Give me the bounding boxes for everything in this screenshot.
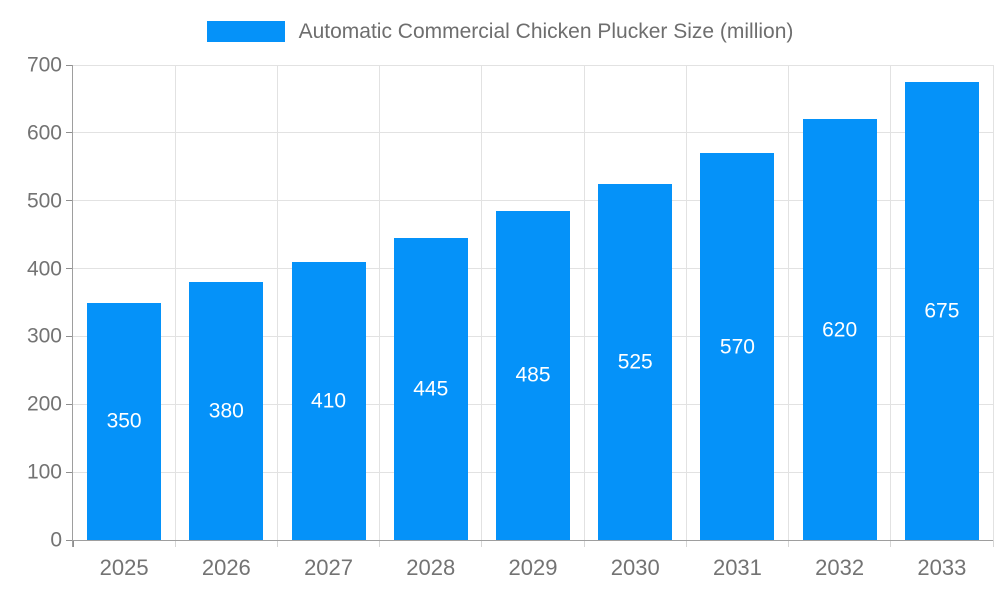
y-axis-tick [66, 471, 73, 473]
y-axis-tick [66, 200, 73, 202]
y-axis-tick [66, 539, 73, 541]
x-axis-tick-label: 2030 [610, 555, 660, 580]
bar-2027[interactable]: 410 [291, 261, 366, 540]
y-axis-tick-label: 300 [26, 324, 62, 348]
bar-2029[interactable]: 485 [496, 210, 570, 540]
bar-value-label: 620 [822, 318, 858, 342]
y-axis-tick-label: 200 [26, 392, 62, 416]
y-axis-tick-label: 600 [26, 121, 62, 145]
x-axis-tick-label: 2033 [917, 555, 967, 580]
gridline-vertical [583, 65, 585, 540]
legend-label: Automatic Commercial Chicken Plucker Siz… [298, 20, 794, 43]
y-axis-line [72, 65, 73, 547]
gridline-vertical [174, 65, 176, 540]
bar-value-label: 675 [924, 299, 960, 323]
y-axis-tick [66, 268, 73, 270]
gridline-vertical [788, 65, 790, 540]
x-axis-tick-label: 2031 [712, 555, 762, 580]
x-axis-tick [72, 540, 74, 547]
legend-swatch-icon [206, 21, 285, 42]
x-axis-tick-label: 2025 [99, 555, 149, 580]
bar-value-label: 380 [208, 399, 244, 423]
x-axis-tick [583, 540, 585, 547]
chart-legend[interactable]: Automatic Commercial Chicken Plucker Siz… [0, 21, 1000, 42]
bar-2031[interactable]: 570 [700, 153, 775, 540]
gridline-vertical [276, 65, 278, 540]
bar-2025[interactable]: 350 [87, 302, 162, 540]
y-axis-tick-label: 0 [50, 528, 62, 552]
x-axis-tick [685, 540, 687, 547]
x-axis-tick-label: 2027 [304, 555, 354, 580]
bar-value-label: 525 [617, 350, 653, 374]
x-axis-tick-label: 2029 [508, 555, 558, 580]
gridline-vertical [992, 65, 994, 540]
gridline-vertical [890, 65, 892, 540]
bar-value-label: 350 [106, 409, 142, 433]
bar-value-label: 485 [515, 363, 551, 387]
y-axis-tick [66, 64, 73, 66]
y-axis-tick [66, 335, 73, 337]
bar-2026[interactable]: 380 [189, 282, 264, 540]
x-axis-tick [481, 540, 483, 547]
bar-2030[interactable]: 525 [598, 183, 673, 540]
bar-value-label: 410 [311, 389, 347, 413]
bar-2033[interactable]: 675 [904, 81, 979, 540]
gridline-horizontal [73, 200, 993, 202]
y-axis-tick-label: 400 [26, 257, 62, 281]
x-axis-tick [379, 540, 381, 547]
x-axis-tick [890, 540, 892, 547]
x-axis-tick [276, 540, 278, 547]
gridline-horizontal [73, 132, 993, 134]
y-axis-tick-label: 100 [26, 460, 62, 484]
bar-value-label: 445 [413, 377, 449, 401]
x-axis-tick [174, 540, 176, 547]
bar-value-label: 570 [719, 335, 755, 359]
gridline-vertical [481, 65, 483, 540]
y-axis-tick-label: 700 [26, 53, 62, 77]
bar-2028[interactable]: 445 [393, 238, 468, 540]
x-axis-tick-label: 2028 [406, 555, 456, 580]
x-axis-tick [992, 540, 994, 547]
x-axis-line [73, 539, 993, 541]
y-axis-tick-label: 500 [26, 189, 62, 213]
x-axis-tick-label: 2026 [201, 555, 251, 580]
y-axis-tick [66, 132, 73, 134]
x-axis-tick-label: 2032 [815, 555, 865, 580]
gridline-horizontal [73, 64, 993, 66]
gridline-vertical [379, 65, 381, 540]
bar-2032[interactable]: 620 [802, 119, 877, 540]
gridline-vertical [685, 65, 687, 540]
y-axis-tick [66, 403, 73, 405]
x-axis-tick [788, 540, 790, 547]
